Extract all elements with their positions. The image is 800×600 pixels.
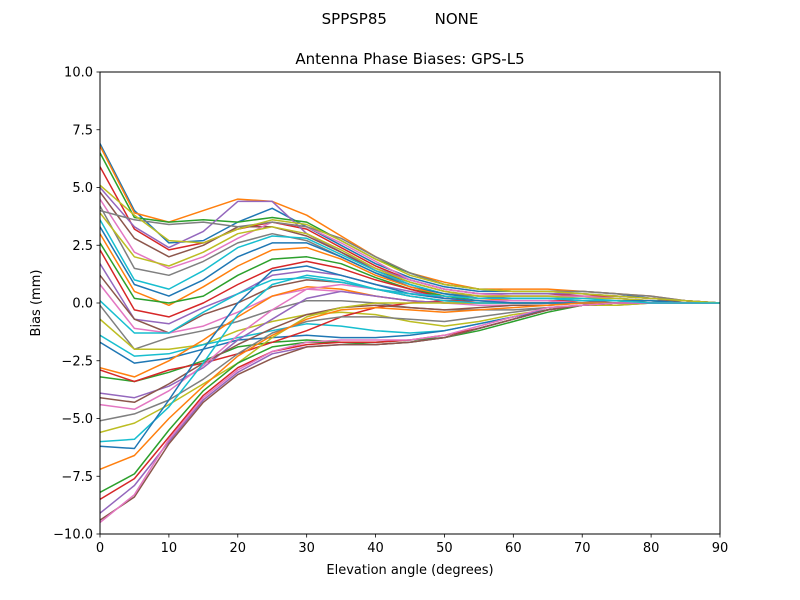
x-tick-label: 10 <box>161 541 178 556</box>
series-line-38 <box>100 209 720 304</box>
chart-title: Antenna Phase Biases: GPS-L5 <box>295 50 524 68</box>
y-tick-label: 5.0 <box>72 181 93 196</box>
y-tick-label: 0.0 <box>72 297 93 312</box>
x-axis-ticks: 0 10 20 30 40 50 60 70 80 90 <box>96 534 728 556</box>
series-line-39 <box>100 184 720 304</box>
y-tick-label: 10.0 <box>64 66 93 81</box>
series-lines <box>100 143 720 524</box>
suptitle: SPPSP85 NONE <box>322 10 479 28</box>
series-line-9 <box>100 212 720 304</box>
x-axis-label: Elevation angle (degrees) <box>326 563 493 578</box>
x-tick-label: 40 <box>367 541 384 556</box>
x-tick-label: 90 <box>712 541 729 556</box>
x-tick-label: 30 <box>298 541 315 556</box>
y-tick-label: 7.5 <box>72 123 93 138</box>
y-tick-label: −10.0 <box>53 528 93 543</box>
x-tick-label: 20 <box>230 541 247 556</box>
x-tick-label: 80 <box>643 541 660 556</box>
x-tick-label: 50 <box>436 541 453 556</box>
series-line-40 <box>100 276 720 334</box>
x-tick-label: 0 <box>96 541 104 556</box>
y-tick-label: −7.5 <box>61 470 93 485</box>
x-tick-label: 60 <box>505 541 522 556</box>
x-tick-label: 70 <box>574 541 591 556</box>
y-tick-label: −2.5 <box>61 354 93 369</box>
y-tick-label: 2.5 <box>72 239 93 254</box>
series-line-37 <box>100 302 720 524</box>
y-axis-label: Bias (mm) <box>29 270 44 337</box>
y-axis-ticks: −10.0 −7.5 −5.0 −2.5 0.0 2.5 5.0 7.5 10.0 <box>53 66 100 543</box>
y-tick-label: −5.0 <box>61 412 93 427</box>
